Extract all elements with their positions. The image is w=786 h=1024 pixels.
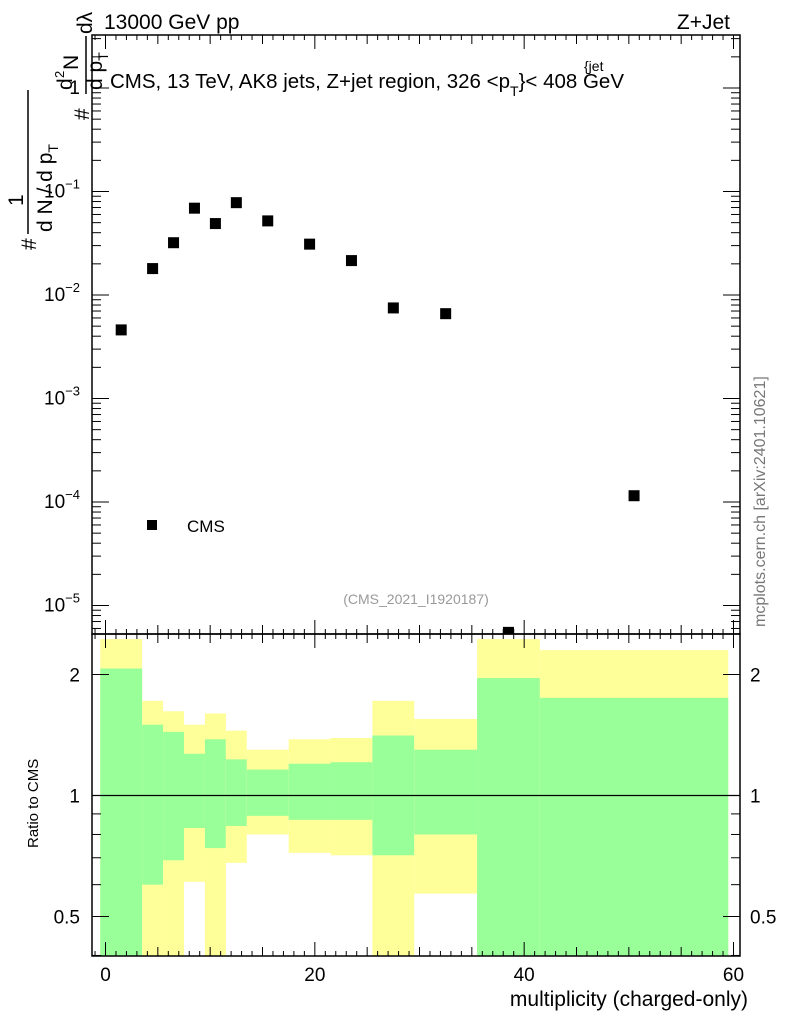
top-panel-title: CMS, 13 TeV, AK8 jets, Z+jet region, 326… xyxy=(110,70,624,99)
ylabel-num-den: d pT xyxy=(84,52,111,90)
data-point-11 xyxy=(502,626,514,634)
ratio-band-inner-10 xyxy=(414,749,478,835)
ratio-band-inner-3 xyxy=(184,753,205,829)
data-point-10 xyxy=(440,308,452,320)
ylabel-prefix: # xyxy=(18,238,41,250)
data-point-12 xyxy=(628,490,640,502)
axes xyxy=(91,34,741,957)
ratio-band-inner-6 xyxy=(246,769,289,816)
ratio-band-inner-4 xyxy=(204,739,226,849)
ratio-y-tick-label-right: 2 xyxy=(750,666,761,687)
top-y-tick-label: 10−3 xyxy=(44,384,80,410)
header-right-label: Z+Jet xyxy=(677,11,730,34)
data-point-4 xyxy=(209,218,221,230)
title-superscript: {jet xyxy=(584,58,604,74)
title-end: }< 408 GeV xyxy=(519,70,625,93)
ratio-band-inner-7 xyxy=(288,763,331,820)
data-point-9 xyxy=(387,302,399,314)
ratio-bands xyxy=(92,639,740,956)
ratio-band-inner-8 xyxy=(330,762,373,820)
top-y-tick-label: 10−4 xyxy=(44,487,80,513)
ratio-band-inner-0 xyxy=(100,668,143,956)
data-markers xyxy=(115,197,640,634)
legend-marker xyxy=(147,520,157,530)
data-point-8 xyxy=(345,255,357,267)
data-point-5 xyxy=(230,197,242,209)
data-point-1 xyxy=(147,263,159,275)
ratio-ylabel: Ratio to CMS xyxy=(25,759,42,848)
data-point-0 xyxy=(115,324,127,336)
top-y-tick-label: 1 xyxy=(69,78,80,99)
ylabel-denominator: d N / d pT xyxy=(34,144,61,232)
watermark: mcplots.cern.ch [arXiv:2401.10621] xyxy=(752,376,769,627)
top-y-tick-label: 10−5 xyxy=(44,591,80,617)
ratio-y-tick-label-right: 1 xyxy=(750,787,761,808)
ylabel-frac-top: 1 xyxy=(5,194,28,206)
ratio-y-tick-label-left: 1 xyxy=(69,787,80,808)
analysis-tag: (CMS_2021_I1920187) xyxy=(343,591,489,607)
ratio-band-inner-11 xyxy=(477,678,540,956)
ylabel-num-N: N xyxy=(60,55,83,70)
top-y-tick-label: 10−1 xyxy=(44,177,80,203)
data-point-2 xyxy=(168,237,180,249)
top-panel-ylabel: # 1 d N / d pT # d N 2 d pT dλ xyxy=(5,11,111,250)
ratio-y-tick-label-right: 0.5 xyxy=(750,908,776,929)
ratio-band-inner-1 xyxy=(142,724,164,885)
ratio-band-inner-5 xyxy=(225,759,247,826)
ylabel-num-hash: # xyxy=(71,108,94,120)
data-point-7 xyxy=(304,238,316,250)
ylabel-num-sup: 2 xyxy=(52,71,67,78)
x-tick-label: 20 xyxy=(304,965,325,986)
top-panel-frame xyxy=(91,34,741,635)
title-sub: T xyxy=(510,83,519,99)
data-point-3 xyxy=(188,202,200,214)
legend-label: CMS xyxy=(187,517,225,536)
axis-tick-labels: 0 20 40 60 1 10−1 10−2 10−3 10−4 10−5 2 2 1 1 0.5 0.5 xyxy=(44,78,776,986)
header-left-label: 13000 GeV pp xyxy=(104,11,239,34)
x-tick-label: 60 xyxy=(723,965,744,986)
ratio-y-tick-label-left: 2 xyxy=(69,666,80,687)
title-main: CMS, 13 TeV, AK8 jets, Z+jet region, 326… xyxy=(110,70,510,93)
x-tick-label: 40 xyxy=(514,965,535,986)
data-point-6 xyxy=(262,215,274,227)
ylabel-num-d: d xyxy=(54,78,77,90)
ylabel-num-end: dλ xyxy=(74,11,97,34)
ratio-band-inner-12 xyxy=(539,697,729,956)
top-y-tick-label: 10−2 xyxy=(44,280,80,306)
x-axis-label: multiplicity (charged-only) xyxy=(510,988,748,1011)
x-tick-label: 0 xyxy=(100,965,111,986)
ratio-y-tick-label-left: 0.5 xyxy=(54,908,80,929)
